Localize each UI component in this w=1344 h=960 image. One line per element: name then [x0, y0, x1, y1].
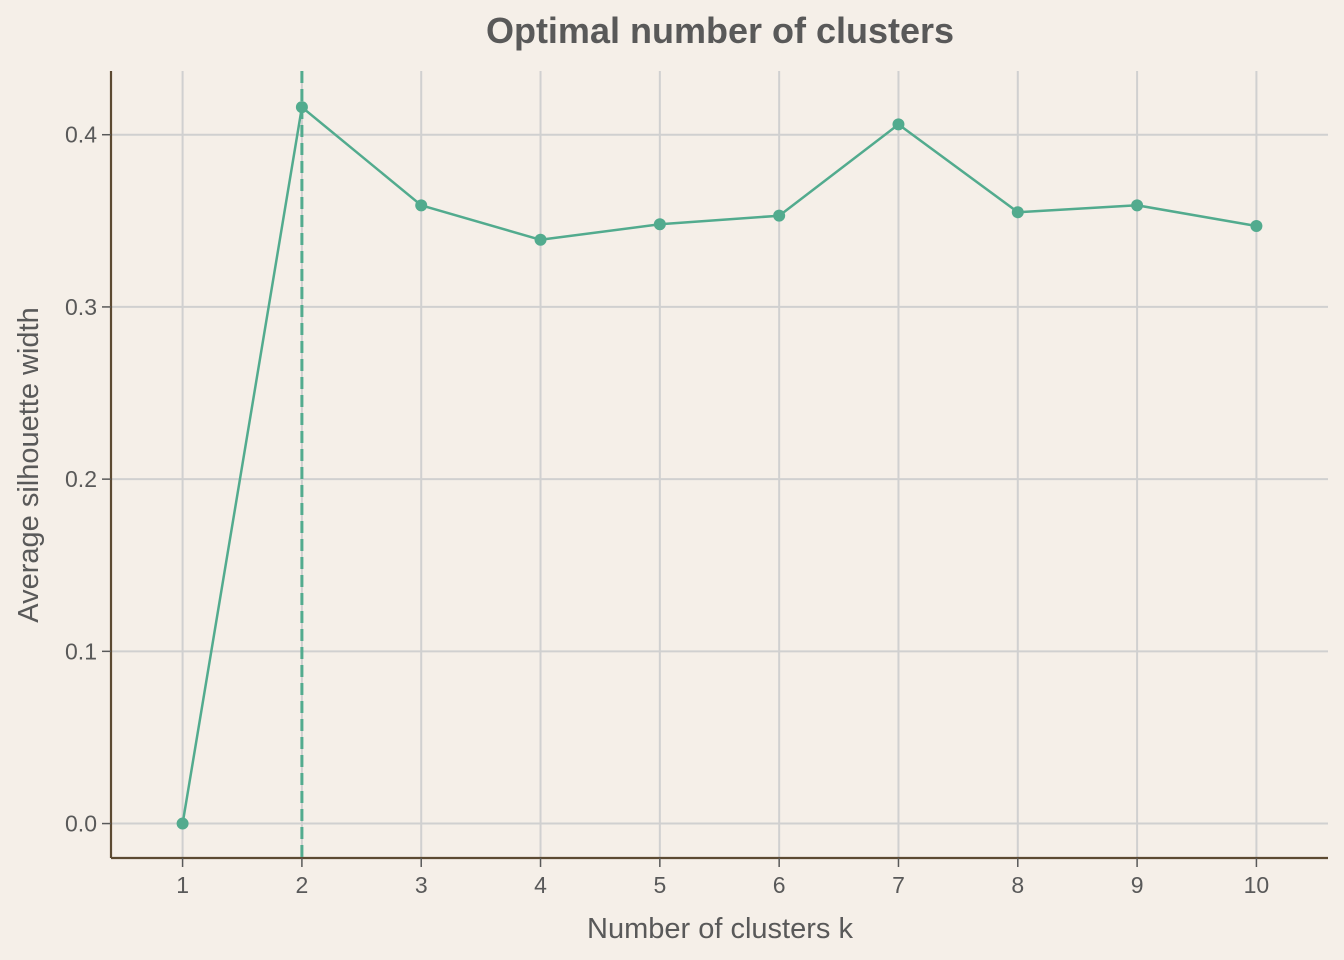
axes — [109, 71, 1328, 860]
y-tick-label-2: 0.2 — [65, 466, 97, 492]
data-point-k3 — [415, 199, 428, 212]
y-axis-label: Average silhouette width — [13, 307, 45, 622]
series-points — [176, 101, 1263, 830]
data-point-k10 — [1250, 219, 1263, 232]
tick-marks: 1 2 3 4 5 6 7 8 9 10 0.0 0.1 0.2 0.3 0.4 — [65, 122, 1269, 898]
data-point-k6 — [773, 209, 786, 222]
x-axis-label: Number of clusters k — [587, 913, 853, 945]
series-line — [181, 105, 1257, 824]
y-tick-label-1: 0.1 — [65, 638, 97, 664]
data-point-k9 — [1131, 199, 1144, 212]
x-tick-label-4: 4 — [534, 872, 547, 898]
x-tick-label-2: 2 — [296, 872, 309, 898]
y-tick-label-0: 0.0 — [65, 811, 97, 837]
series-polyline — [181, 105, 1257, 824]
chart-title: Optimal number of clusters — [486, 10, 954, 51]
x-tick-label-10: 10 — [1244, 872, 1270, 898]
data-point-k7 — [892, 118, 905, 131]
data-point-k4 — [534, 233, 547, 246]
x-tick-label-5: 5 — [653, 872, 666, 898]
x-tick-label-1: 1 — [176, 872, 189, 898]
data-point-k1 — [176, 817, 189, 830]
data-point-k8 — [1011, 206, 1024, 219]
x-tick-label-6: 6 — [773, 872, 786, 898]
y-tick-label-4: 0.4 — [65, 122, 97, 148]
data-point-k2 — [295, 101, 308, 114]
y-tick-label-3: 0.3 — [65, 294, 97, 320]
x-tick-label-9: 9 — [1131, 872, 1144, 898]
x-tick-label-8: 8 — [1011, 872, 1024, 898]
data-point-k5 — [653, 218, 666, 231]
x-tick-label-7: 7 — [892, 872, 905, 898]
x-tick-label-3: 3 — [415, 872, 428, 898]
